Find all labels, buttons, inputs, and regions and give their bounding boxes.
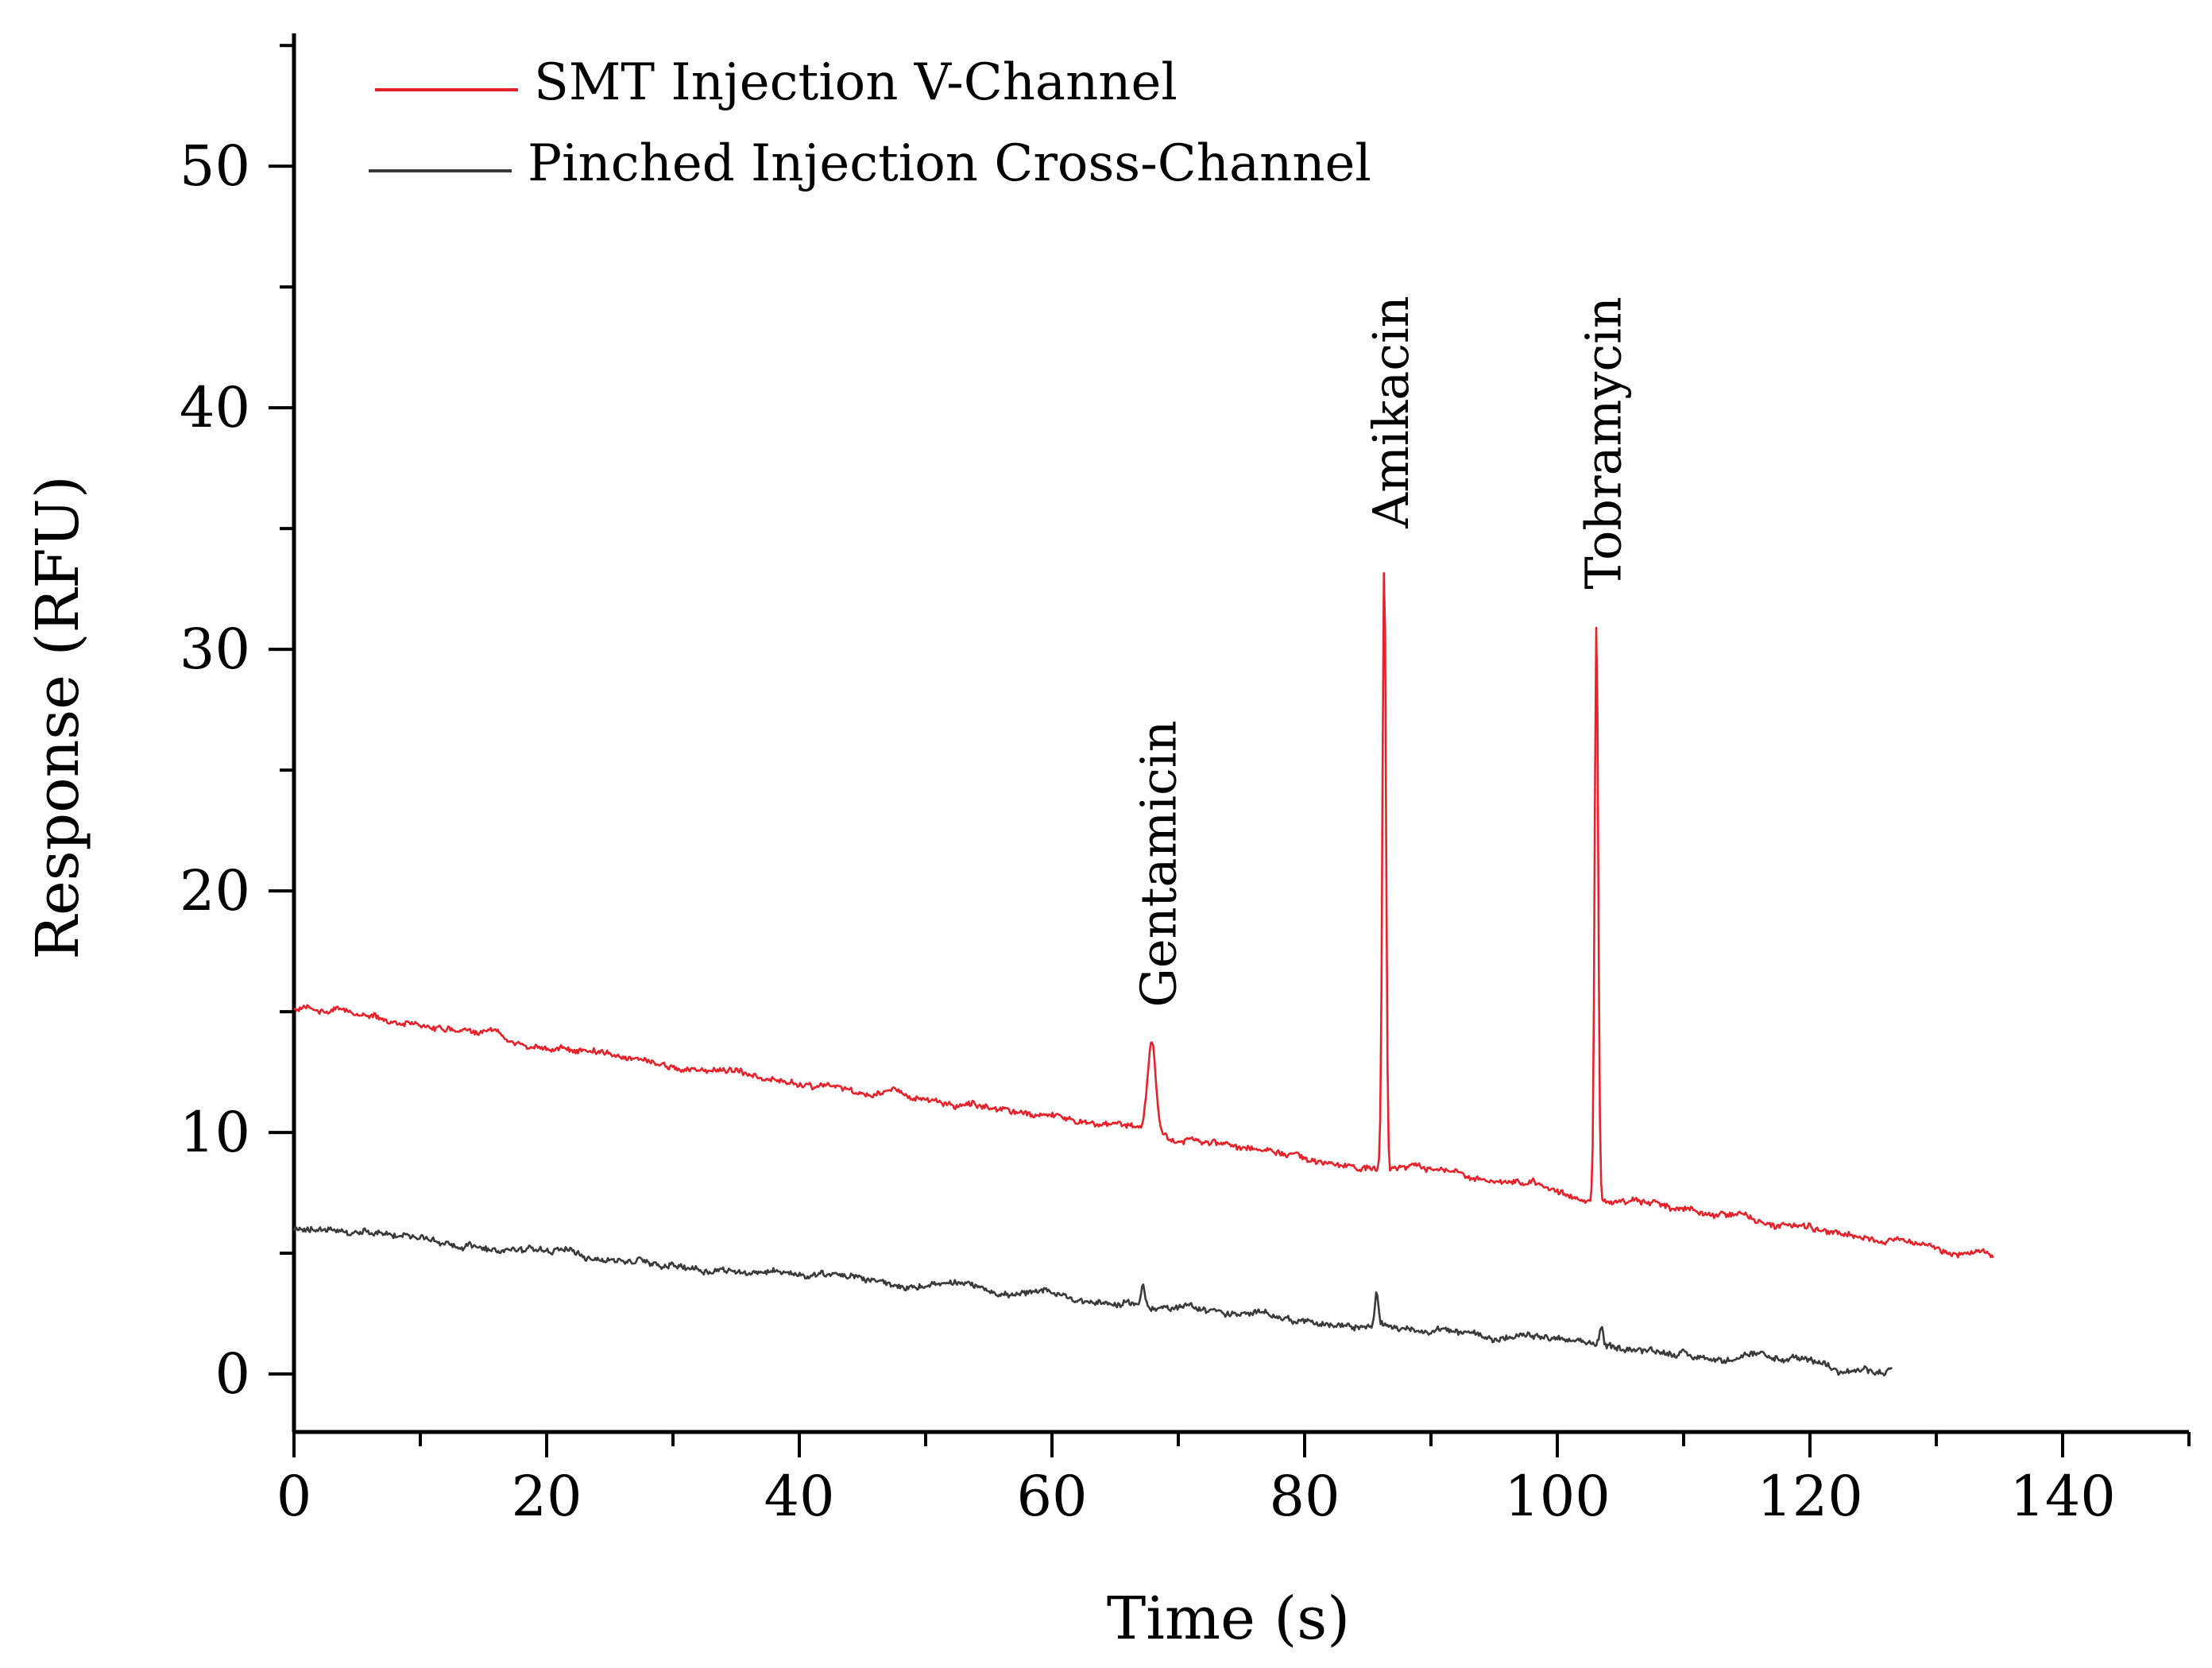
- y-tick-label: 30: [180, 617, 250, 682]
- y-tick-label: 40: [180, 375, 250, 440]
- x-tick-label: 80: [1269, 1464, 1340, 1529]
- y-tick-label: 20: [180, 858, 250, 923]
- y-tick-label: 10: [180, 1100, 250, 1165]
- x-tick-label: 140: [2009, 1464, 2116, 1529]
- legend-label-pinched: Pinched Injection Cross-Channel: [528, 134, 1371, 193]
- x-tick-label: 20: [511, 1464, 582, 1529]
- peak-label-tobramycin: Tobramycin: [1574, 296, 1632, 589]
- legend: SMT Injection V-Channel Pinched Injectio…: [369, 53, 1371, 193]
- series-line-smt: [293, 571, 1994, 1259]
- legend-label-smt: SMT Injection V-Channel: [534, 53, 1178, 112]
- x-tick-label: 100: [1504, 1464, 1611, 1529]
- peak-label-gentamicin: Gentamicin: [1130, 720, 1188, 1007]
- x-axis-title: Time (s): [1107, 1585, 1350, 1653]
- x-tick-label: 120: [1757, 1464, 1863, 1529]
- series-layer: [292, 571, 1994, 1377]
- annotation-layer: Gentamicin Amikacin Tobramycin: [1130, 296, 1633, 1007]
- x-tick-label: 40: [764, 1464, 834, 1529]
- x-tick-label: 0: [276, 1464, 312, 1529]
- y-tick-label: 0: [215, 1341, 250, 1407]
- y-axis-title: Response (RFU): [24, 475, 92, 960]
- x-tick-label: 60: [1016, 1464, 1087, 1529]
- y-tick-label: 50: [180, 134, 250, 199]
- axes: 0 20 40 60 80 100 120 140 0 10 20 30 40 50: [180, 33, 2191, 1529]
- peak-label-amikacin: Amikacin: [1362, 296, 1420, 528]
- series-line-pinched: [292, 1225, 1893, 1377]
